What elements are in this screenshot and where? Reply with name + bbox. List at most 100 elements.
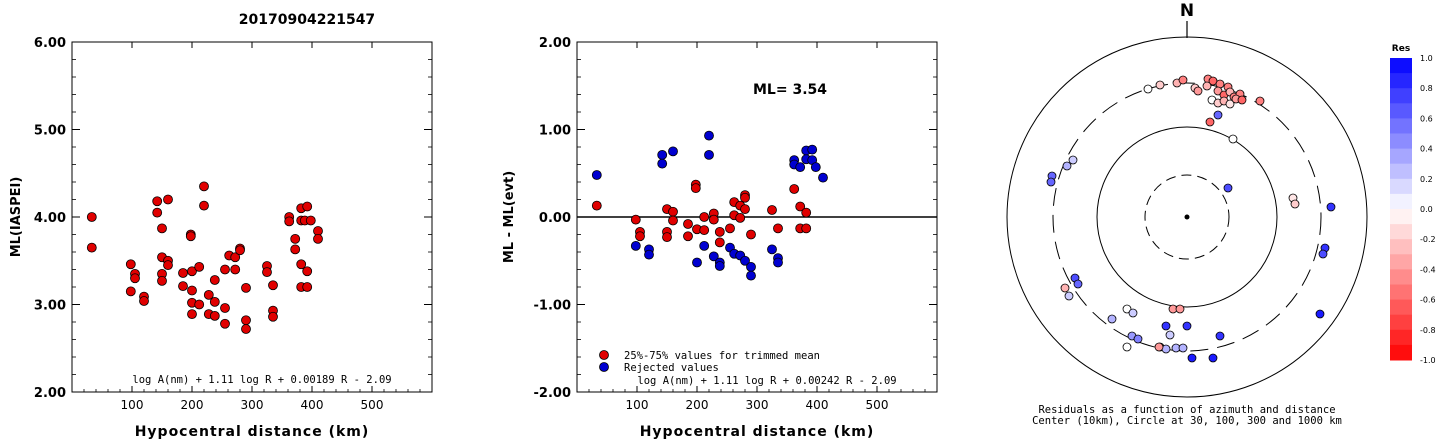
residual-point	[1073, 279, 1083, 289]
kept-point	[699, 212, 710, 222]
colorbar-tick-label: 0.8	[1420, 84, 1433, 93]
kept-point	[740, 192, 750, 203]
residual-point	[1208, 353, 1218, 363]
residual-point	[1205, 117, 1215, 127]
colorbar-title: Res	[1392, 44, 1410, 54]
ml-point	[241, 315, 251, 326]
ml-point	[187, 285, 197, 296]
plot0-ytick-label: 5.00	[34, 124, 66, 139]
colorbar-cell	[1390, 193, 1412, 210]
plot1-formula: log A(nm) + 1.11 log R + 0.00189 R - 2.0…	[132, 374, 391, 386]
ml-point	[230, 264, 241, 275]
ml-point	[203, 289, 214, 300]
ml-point	[125, 259, 136, 270]
kept-point	[789, 184, 800, 194]
residual-point	[1193, 86, 1203, 96]
rejected-point	[630, 240, 641, 251]
colorbar-tick-label: -0.4	[1420, 265, 1436, 274]
plot1-ytick-label: -2.00	[534, 386, 571, 401]
residual-point	[1143, 84, 1153, 94]
plot1-frame	[71, 41, 433, 393]
kept-point	[740, 204, 750, 215]
colorbar-tick-label: 0.2	[1420, 175, 1433, 184]
ml-point	[139, 296, 149, 306]
plot1-ytick-label: 0.00	[539, 211, 571, 226]
colorbar-tick-label: -0.6	[1420, 296, 1436, 305]
plot1-xlabel: Hypocentral distance (km)	[135, 424, 370, 440]
colorbar-tick-label: -0.2	[1420, 235, 1436, 244]
ml-point	[262, 267, 272, 278]
kept-point	[767, 205, 777, 215]
rejected-point	[818, 172, 828, 183]
colorbar-cell	[1390, 329, 1412, 346]
ml-point	[194, 261, 205, 272]
residual-point	[1128, 308, 1138, 318]
ml-point	[241, 282, 251, 293]
rejected-point	[692, 257, 702, 268]
circle-1000km	[1006, 36, 1368, 398]
plot2-formula: log A(nm) + 1.11 log R + 0.00242 R - 2.0…	[637, 375, 896, 387]
residual-point	[1213, 86, 1223, 96]
ml-point	[209, 275, 220, 285]
kept-point	[662, 232, 672, 243]
residual-point	[1223, 183, 1233, 193]
residual-point	[1064, 291, 1074, 301]
residual-colorbar: Res 1.0 0.8 0.6 0.4 0.2 0.0 -0.2 -0.4 -0.6 -0.8 -1…	[1390, 44, 1436, 365]
ml-point	[305, 215, 316, 226]
ml-point	[125, 286, 136, 297]
colorbar-cell	[1390, 269, 1412, 285]
ml-point	[152, 207, 163, 218]
residual-point	[1122, 342, 1132, 352]
residual-point	[1107, 314, 1117, 324]
kept-point	[714, 237, 725, 248]
kept-point	[690, 183, 701, 194]
colorbar-cell	[1390, 148, 1412, 165]
kept-point	[735, 212, 746, 223]
residual-point	[1228, 134, 1238, 144]
residual-point	[1154, 342, 1164, 352]
kept-point	[668, 206, 678, 217]
kept-point	[683, 231, 693, 242]
legend-kept-marker	[599, 350, 609, 360]
colorbar-cell	[1390, 58, 1412, 74]
ml-point	[268, 311, 278, 322]
residual-point	[1290, 199, 1300, 209]
kept-point	[795, 201, 806, 212]
circle-100km	[1096, 126, 1278, 308]
colorbar-cell	[1390, 224, 1412, 240]
kept-point	[801, 223, 812, 234]
ml-point	[178, 281, 188, 292]
colorbar-cell	[1390, 178, 1412, 195]
colorbar-tick-label: 1.0	[1420, 54, 1433, 63]
polar-caption-1: Residuals as a function of azimuth and d…	[1038, 404, 1335, 416]
plot0-ytick-label: 4.00	[34, 211, 66, 226]
colorbar-cell	[1390, 299, 1412, 316]
ml-point	[220, 318, 230, 329]
rejected-point	[795, 162, 806, 173]
colorbar-tick-label: -1.0	[1420, 356, 1436, 365]
residual-point	[1165, 330, 1175, 340]
colorbar-cell	[1390, 103, 1412, 119]
ml-point	[157, 275, 167, 286]
ml-point	[235, 245, 245, 256]
ml-point	[163, 194, 173, 205]
residual-point	[1237, 95, 1247, 105]
rejected-point	[704, 130, 714, 141]
ml-point	[199, 200, 209, 211]
plot1-xtick-label: 200	[686, 398, 709, 412]
rejected-point	[746, 270, 756, 281]
north-label: N	[1180, 1, 1194, 21]
colorbar-cell	[1390, 73, 1412, 89]
ml-point	[178, 268, 188, 278]
rejected-point	[740, 255, 750, 266]
rejected-point	[767, 244, 777, 255]
kept-point	[591, 200, 602, 211]
residual-point	[1178, 75, 1188, 85]
ml-residual-panel: 100 200 300 400 500 -2.00 -1.00 0.00 1.00 2.00 ML…	[502, 36, 938, 440]
ml-iaspei-panel: 100 200 300 400 500 2.00 3.00 4.00 5.00 6.00 ML(I…	[9, 36, 433, 440]
residual-point	[1068, 155, 1078, 165]
legend-rejected-marker	[599, 362, 609, 372]
plot1-ytick-label: 1.00	[539, 124, 571, 139]
colorbar-cell	[1390, 88, 1412, 104]
residual-point	[1315, 309, 1325, 319]
